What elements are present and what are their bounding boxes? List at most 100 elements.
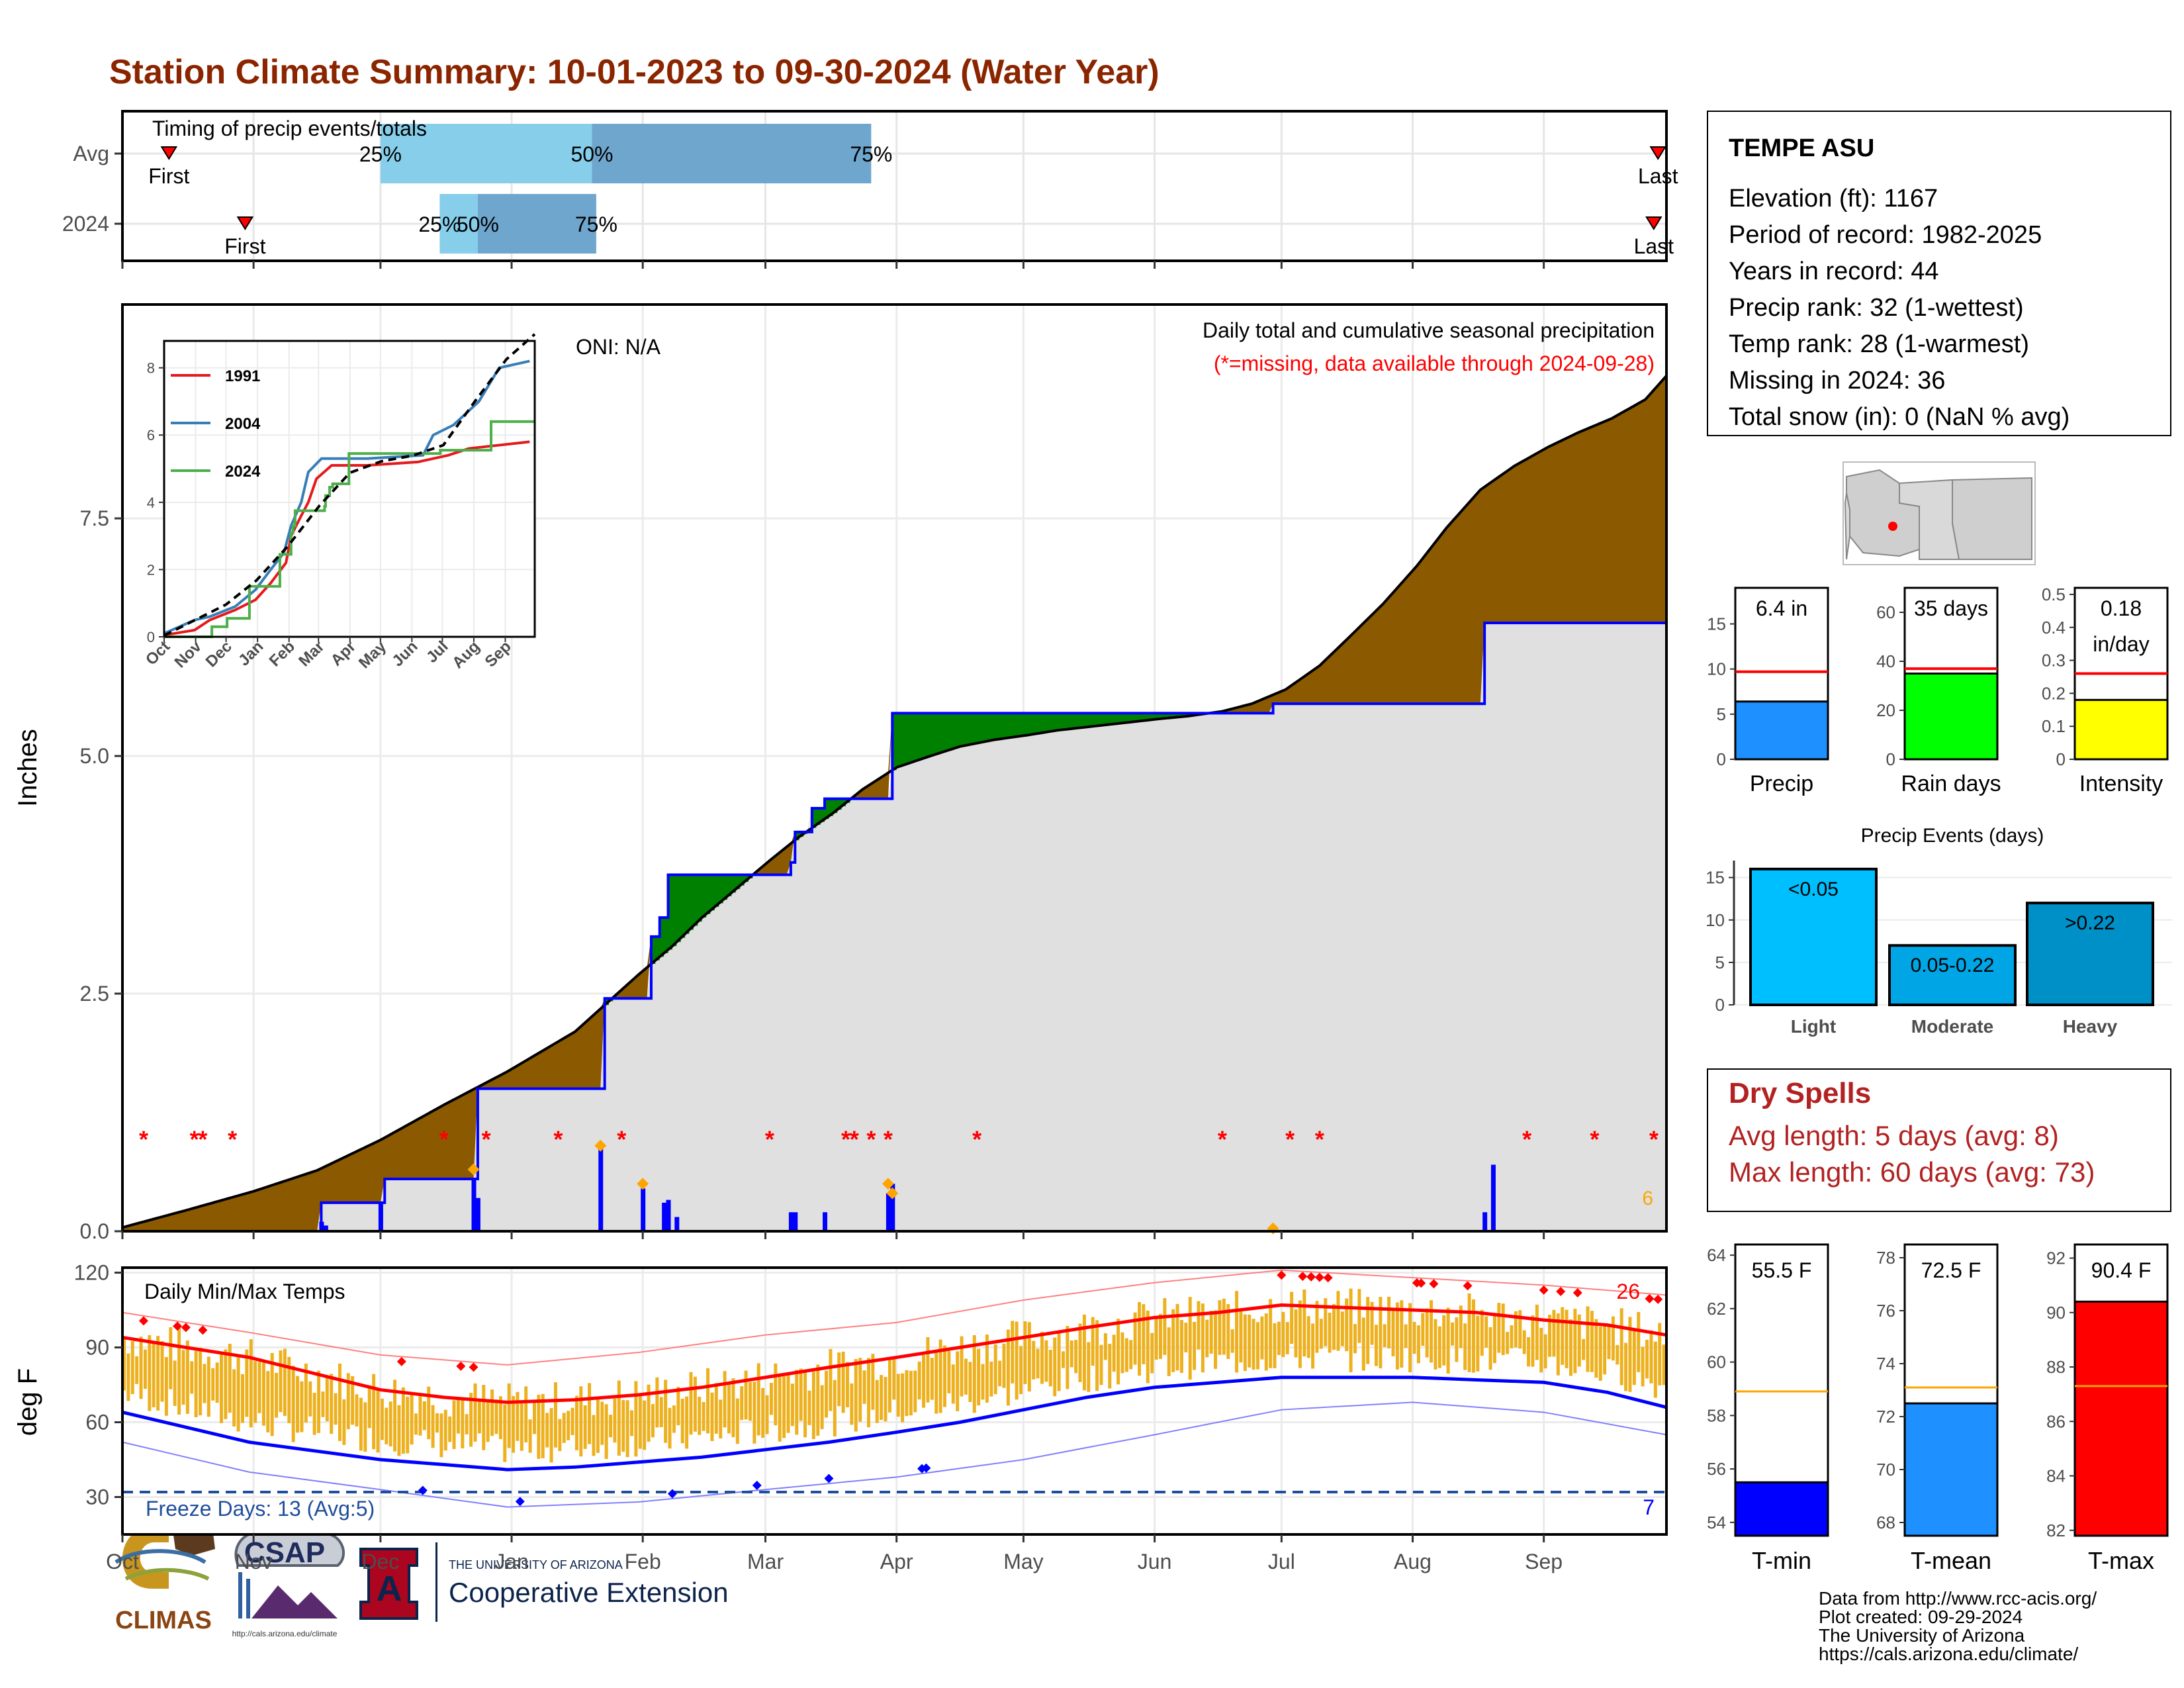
record-low-marker <box>824 1474 834 1483</box>
minichart-ytick-label: 0.3 <box>2042 651 2066 671</box>
dry-spells-box: Dry Spells Avg length: 5 days (avg: 8) M… <box>1707 1068 2171 1212</box>
missing-day-marker: * <box>228 1125 237 1152</box>
minichart-precip: 0 5 10 15 6.4 in Precip <box>1707 586 1829 796</box>
inset-ytick-label: 8 <box>147 360 155 377</box>
record-high-marker <box>1429 1279 1439 1289</box>
record-high-marker <box>1298 1272 1308 1282</box>
timing-title: Timing of precip events/totals <box>152 117 427 140</box>
minichart-ytick-label: 20 <box>1876 700 1895 720</box>
minichart-ytick-label: 54 <box>1707 1513 1726 1532</box>
missing-day-marker: * <box>972 1125 981 1152</box>
missing-day-marker: * <box>841 1125 850 1152</box>
precip-ytick-label: 0.0 <box>80 1219 109 1243</box>
minichart-tmax: 82 84 86 88 90 92 90.4 F T-max <box>2046 1243 2169 1574</box>
missing-day-marker: * <box>765 1125 774 1152</box>
minichart-ytick-label: 86 <box>2046 1411 2066 1431</box>
missing-day-marker: * <box>1590 1125 1599 1152</box>
csap-url: http://cals.arizona.edu/climate <box>232 1629 338 1638</box>
missing-day-marker: * <box>850 1125 859 1152</box>
minichart-ytick-label: 90 <box>2046 1303 2066 1323</box>
daily-precip-bar <box>662 1202 667 1231</box>
minichart-ytick-label: 0.5 <box>2042 585 2066 604</box>
minichart-ytick-label: 72 <box>1876 1407 1895 1427</box>
record-high-marker <box>1653 1294 1663 1304</box>
minichart-value-text: 35 days <box>1914 596 1988 620</box>
record-high-marker <box>1556 1286 1566 1296</box>
missing-day-marker: * <box>1522 1125 1531 1152</box>
temp-ylabel: deg F <box>13 1368 42 1436</box>
month-label: Mar <box>747 1550 784 1573</box>
daily-precip-bar <box>1482 1212 1488 1231</box>
minichart-ytick-label: 56 <box>1707 1459 1726 1479</box>
month-label: Apr <box>880 1550 913 1573</box>
snow-marker <box>882 1178 894 1190</box>
inset-ytick-label: 2 <box>147 561 155 578</box>
csap-logo: CSAP http://cals.arizona.edu/climate <box>232 1519 345 1638</box>
temp-ytick-label: 90 <box>85 1336 109 1360</box>
minichart-ytick-label: 0 <box>1886 749 1895 769</box>
daily-precip-bar <box>674 1217 680 1231</box>
station-info-line: Total snow (in): 0 (NaN % avg) <box>1729 403 2070 431</box>
month-label: Dec <box>361 1550 399 1573</box>
minichart-ytick-label: 40 <box>1876 651 1895 671</box>
minichart-ytick-label: 78 <box>1876 1248 1895 1268</box>
daily-precip-bar <box>471 1179 477 1231</box>
record-high-marker <box>1645 1293 1655 1303</box>
record-high-marker <box>1323 1273 1333 1283</box>
missing-day-marker: * <box>553 1125 563 1152</box>
minichart-ytick-label: 0 <box>2056 749 2066 769</box>
minichart-tmin: 54 56 58 60 62 64 55.5 F T-min <box>1707 1243 1829 1574</box>
month-label: Sep <box>1525 1550 1563 1573</box>
daily-precip-bar <box>788 1212 794 1231</box>
daily-precip-bar <box>323 1225 328 1231</box>
missing-day-marker: * <box>139 1125 148 1152</box>
daily-precip-bar <box>319 1221 324 1231</box>
station-info-line: Temp rank: 28 (1-warmest) <box>1729 330 2029 358</box>
footer-line-3: The University of Arizona <box>1819 1625 2025 1646</box>
minichart-ytick-label: 84 <box>2046 1466 2066 1486</box>
events-ytick-label: 15 <box>1706 868 1725 888</box>
minichart-ytick-label: 0.2 <box>2042 683 2066 703</box>
missing-day-marker: * <box>884 1125 893 1152</box>
minichart-ytick-label: 58 <box>1707 1405 1726 1425</box>
month-label: Nov <box>235 1550 273 1573</box>
minichart-ytick-label: 62 <box>1707 1299 1726 1319</box>
temp-minichart-label: T-mean <box>1911 1547 1991 1574</box>
record-high-line <box>122 1269 1667 1366</box>
record-high-marker <box>198 1325 208 1335</box>
station-info-line: Precip rank: 32 (1-wettest) <box>1729 294 2024 322</box>
minichart-value-text: 0.18 <box>2101 596 2142 620</box>
inset-ytick-label: 4 <box>147 494 155 511</box>
minichart-ytick-label: 70 <box>1876 1460 1895 1479</box>
climas-logo-text: CLIMAS <box>115 1607 212 1634</box>
record-high-marker <box>1314 1272 1324 1282</box>
events-ytick-label: 0 <box>1715 995 1725 1015</box>
dry-spells-avg: Avg length: 5 days (avg: 8) <box>1729 1120 2059 1151</box>
precip-frame <box>121 303 1668 1233</box>
precip-subtitle: (*=missing, data available through 2024-… <box>1214 352 1655 375</box>
record-low-marker <box>667 1489 677 1499</box>
events-category-label: Moderate <box>1911 1016 1993 1037</box>
timing-bar-p25-p50 <box>439 194 478 254</box>
timing-bar-p50-p75 <box>592 124 872 183</box>
events-bar-text: 0.05-0.22 <box>1911 955 1995 976</box>
station-info-line: Period of record: 1982-2025 <box>1729 221 2042 249</box>
snow-marker <box>886 1187 899 1199</box>
precip-events-chart: Precip Events (days) <0.05 Light 0.05-0.22 M… <box>1706 825 2172 1037</box>
snow-marker <box>637 1178 649 1190</box>
month-label: Jun <box>1138 1550 1172 1573</box>
missing-day-marker: * <box>1218 1125 1227 1152</box>
hot-days-count-label: 26 <box>1616 1280 1640 1303</box>
inset-legend-label: 2024 <box>225 463 261 481</box>
daily-precip-bar <box>793 1212 798 1231</box>
minichart-value-bar <box>2073 698 2169 761</box>
snow-marker <box>467 1163 480 1176</box>
minichart-ytick-label: 68 <box>1876 1513 1895 1532</box>
minichart-value-text: 6.4 in <box>1756 596 1807 620</box>
minichart-label: Intensity <box>2079 771 2163 796</box>
record-high-marker <box>469 1362 478 1372</box>
footer-credits: Data from http://www.rcc-acis.org/ Plot … <box>1819 1588 2097 1664</box>
inset-ytick-label: 0 <box>147 629 155 645</box>
